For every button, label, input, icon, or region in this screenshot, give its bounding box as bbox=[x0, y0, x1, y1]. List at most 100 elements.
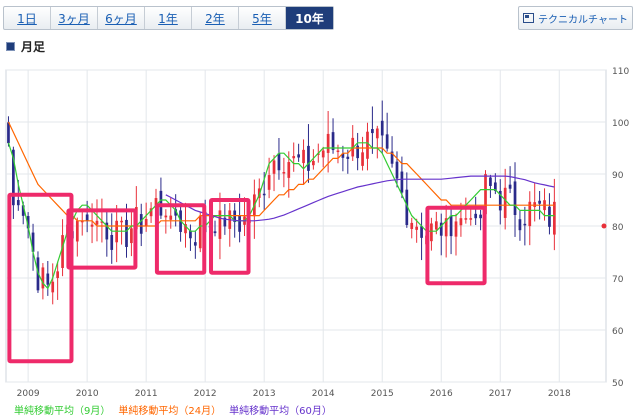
technical-chart-label: テクニカルチャート bbox=[538, 14, 628, 26]
candle-body bbox=[538, 200, 541, 204]
candle-body bbox=[267, 175, 271, 190]
tab-10y[interactable]: 10年 bbox=[286, 7, 333, 29]
monthly-candlestick-chart: 50 60 70 80 90 100 110 2009 2010 2011 2012 2013 2014… bbox=[5, 67, 629, 399]
window-icon bbox=[523, 13, 535, 23]
tab-5y[interactable]: 5年 bbox=[239, 7, 286, 29]
y-tick-label: 110 bbox=[612, 67, 629, 77]
candle-body bbox=[218, 210, 222, 239]
candle-body bbox=[371, 129, 374, 134]
candle-body bbox=[439, 222, 443, 236]
candle-body bbox=[474, 213, 478, 219]
candle-body bbox=[189, 230, 192, 239]
candle-body bbox=[16, 200, 20, 206]
y-tick-label: 90 bbox=[612, 171, 624, 181]
candle-body bbox=[31, 232, 35, 252]
legend-ma9: 単純移動平均（9月） bbox=[14, 406, 111, 417]
candle-body bbox=[434, 221, 438, 230]
candle-body bbox=[331, 132, 335, 151]
candle-body bbox=[493, 182, 497, 191]
ma24-line bbox=[7, 121, 555, 227]
candle-body bbox=[503, 187, 507, 218]
tab-1y[interactable]: 1年 bbox=[145, 7, 192, 29]
highlight-box bbox=[209, 198, 251, 275]
candle-body bbox=[26, 216, 30, 229]
square-bullet-icon bbox=[6, 42, 15, 51]
legend-ma24: 単純移動平均（24月） bbox=[118, 406, 222, 417]
candle-body bbox=[100, 221, 104, 223]
candle-body bbox=[405, 189, 409, 225]
candle-body bbox=[528, 201, 532, 227]
candle-body bbox=[193, 242, 197, 246]
candle-body bbox=[508, 184, 512, 189]
ma60-line bbox=[165, 175, 555, 222]
x-tick-label: 2009 bbox=[17, 389, 40, 399]
candle-body bbox=[56, 271, 59, 278]
candle-body bbox=[287, 162, 291, 178]
tab-1d[interactable]: 1日 bbox=[4, 7, 51, 29]
y-tick-label: 60 bbox=[612, 327, 624, 337]
candle-body bbox=[454, 221, 458, 237]
candle-body bbox=[430, 223, 433, 242]
candle-body bbox=[307, 145, 310, 171]
candle-body bbox=[302, 149, 305, 164]
y-tick-label: 80 bbox=[612, 223, 624, 233]
candle-body bbox=[326, 133, 330, 153]
candle-body bbox=[297, 154, 300, 158]
candle-body bbox=[420, 226, 423, 238]
candle-body bbox=[484, 174, 487, 215]
candle-body bbox=[390, 151, 394, 164]
candle-body bbox=[164, 215, 168, 218]
candle-body bbox=[80, 220, 84, 223]
candle-body bbox=[21, 205, 25, 216]
candle-body bbox=[149, 208, 153, 217]
x-tick-label: 2012 bbox=[194, 389, 217, 399]
candle-body bbox=[120, 220, 123, 223]
tab-3m[interactable]: 3ヶ月 bbox=[51, 7, 98, 29]
highlight-box bbox=[66, 208, 138, 270]
section-header: 月足 bbox=[6, 38, 45, 55]
last-price-marker bbox=[601, 223, 607, 229]
candle-body bbox=[548, 206, 551, 227]
x-tick-label: 2017 bbox=[489, 389, 512, 399]
candle-body bbox=[110, 234, 114, 250]
technical-chart-button[interactable]: テクニカルチャート bbox=[518, 6, 633, 30]
period-tabs: 1日 3ヶ月 6ヶ月 1年 2年 5年 10年 bbox=[3, 6, 334, 30]
candle-body bbox=[169, 215, 173, 220]
highlight-box bbox=[425, 205, 487, 286]
candle-body bbox=[449, 215, 453, 237]
candle-body bbox=[498, 190, 502, 211]
candle-body bbox=[277, 153, 281, 171]
candle-body bbox=[415, 226, 419, 230]
candle-body bbox=[75, 220, 79, 242]
candle-body bbox=[198, 215, 202, 249]
x-tick-label: 2011 bbox=[135, 389, 158, 399]
candle-body bbox=[553, 201, 556, 235]
tab-6m[interactable]: 6ヶ月 bbox=[98, 7, 145, 29]
x-tick-label: 2013 bbox=[253, 389, 276, 399]
highlight-box bbox=[154, 203, 207, 275]
candle-body bbox=[336, 150, 340, 153]
candle-body bbox=[459, 218, 463, 226]
candle-body bbox=[90, 224, 94, 227]
candle-body bbox=[400, 171, 404, 193]
candle-body bbox=[46, 273, 50, 285]
x-tick-label: 2018 bbox=[548, 389, 571, 399]
candle-body bbox=[316, 153, 320, 155]
candle-body bbox=[282, 172, 286, 174]
y-tick-label: 50 bbox=[612, 379, 624, 389]
legend-ma60: 単純移動平均（60月） bbox=[229, 406, 332, 417]
highlight-box bbox=[7, 192, 74, 364]
candle-body bbox=[51, 281, 55, 293]
candle-body bbox=[321, 150, 325, 158]
candle-body bbox=[410, 222, 414, 229]
tab-2y[interactable]: 2年 bbox=[192, 7, 239, 29]
x-tick-label: 2010 bbox=[76, 389, 99, 399]
candle-body bbox=[479, 214, 482, 219]
candle-body bbox=[518, 219, 522, 231]
candle-body bbox=[464, 218, 468, 220]
candle-body bbox=[41, 267, 45, 289]
candle-body bbox=[356, 145, 359, 159]
candle-body bbox=[385, 134, 389, 149]
section-title: 月足 bbox=[21, 40, 46, 54]
candle-body bbox=[346, 156, 350, 159]
